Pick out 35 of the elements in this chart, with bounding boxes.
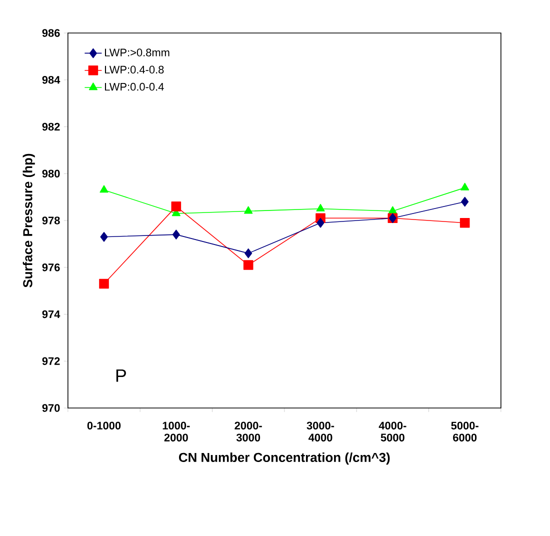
y-tick-label: 986 bbox=[42, 29, 60, 37]
legend-label: LWP:0.0-0.4 bbox=[104, 82, 164, 91]
y-tick-label: 970 bbox=[42, 404, 60, 412]
x-tick-label: 0-1000 bbox=[87, 422, 121, 430]
y-axis-title: Surface Pressure (hp) bbox=[22, 154, 35, 288]
point bbox=[172, 230, 180, 240]
legend-label: LWP:>0.8mm bbox=[104, 48, 170, 56]
y-tick-label: 978 bbox=[42, 216, 60, 224]
point bbox=[316, 218, 324, 228]
x-tick-label: 1000-2000 bbox=[162, 422, 190, 442]
x-tick-label: 4000-5000 bbox=[378, 422, 406, 442]
point bbox=[171, 202, 182, 212]
y-tick-label: 976 bbox=[42, 264, 60, 272]
y-tick-label: 984 bbox=[42, 76, 60, 84]
legend-label: LWP:0.4-0.8 bbox=[104, 66, 164, 74]
x-tick-label: 5000-6000 bbox=[451, 422, 478, 442]
point bbox=[460, 182, 470, 190]
x-axis-title: CN Number Concentration (/cm^3) bbox=[178, 452, 390, 465]
point bbox=[461, 196, 469, 207]
y-tick-label: 980 bbox=[42, 170, 60, 178]
x-tick-label: 2000-3000 bbox=[234, 422, 262, 442]
annotation: P bbox=[116, 369, 126, 382]
point bbox=[100, 232, 108, 242]
point bbox=[244, 206, 253, 214]
y-tick-label: 974 bbox=[42, 310, 60, 318]
point bbox=[99, 278, 109, 289]
point bbox=[388, 206, 397, 214]
point bbox=[100, 185, 108, 193]
x-tick-label: 3000-4000 bbox=[306, 422, 334, 442]
point bbox=[244, 248, 252, 258]
y-tick-label: 972 bbox=[42, 357, 60, 366]
y-tick-label: 982 bbox=[42, 122, 60, 131]
point bbox=[243, 260, 254, 270]
point bbox=[460, 218, 470, 228]
point bbox=[316, 204, 325, 212]
